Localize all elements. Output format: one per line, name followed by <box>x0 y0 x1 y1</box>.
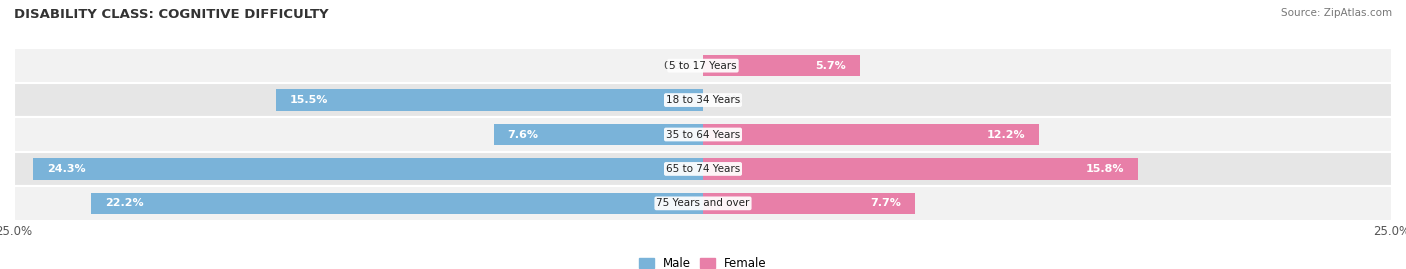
Text: DISABILITY CLASS: COGNITIVE DIFFICULTY: DISABILITY CLASS: COGNITIVE DIFFICULTY <box>14 8 329 21</box>
Text: 0.0%: 0.0% <box>714 95 742 105</box>
Bar <box>91 193 703 214</box>
Text: 15.5%: 15.5% <box>290 95 328 105</box>
Text: 7.7%: 7.7% <box>870 198 901 208</box>
Text: 18 to 34 Years: 18 to 34 Years <box>666 95 740 105</box>
Bar <box>14 152 1392 186</box>
Text: 65 to 74 Years: 65 to 74 Years <box>666 164 740 174</box>
Bar <box>276 89 703 111</box>
Text: 15.8%: 15.8% <box>1085 164 1125 174</box>
Bar <box>494 124 703 145</box>
Text: 22.2%: 22.2% <box>105 198 143 208</box>
Bar <box>14 117 1392 152</box>
Text: 7.6%: 7.6% <box>508 129 538 140</box>
Text: Source: ZipAtlas.com: Source: ZipAtlas.com <box>1281 8 1392 18</box>
Bar <box>703 193 915 214</box>
Bar <box>14 186 1392 221</box>
Bar <box>703 55 860 76</box>
Legend: Male, Female: Male, Female <box>640 257 766 269</box>
Text: 5.7%: 5.7% <box>815 61 846 71</box>
Text: 35 to 64 Years: 35 to 64 Years <box>666 129 740 140</box>
Text: 24.3%: 24.3% <box>48 164 86 174</box>
Bar <box>703 124 1039 145</box>
Bar <box>14 48 1392 83</box>
Text: 0.0%: 0.0% <box>664 61 692 71</box>
Text: 75 Years and over: 75 Years and over <box>657 198 749 208</box>
Text: 12.2%: 12.2% <box>987 129 1025 140</box>
Bar <box>14 83 1392 117</box>
Bar <box>34 158 703 180</box>
Text: 5 to 17 Years: 5 to 17 Years <box>669 61 737 71</box>
Bar <box>703 158 1139 180</box>
